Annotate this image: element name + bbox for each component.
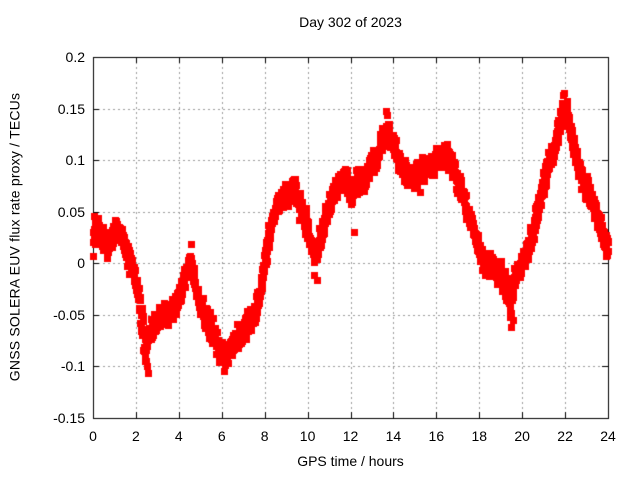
y-tick-label: 0.1 (65, 152, 85, 169)
x-tick-label: 12 (342, 428, 359, 444)
x-tick-label: 22 (557, 428, 573, 444)
x-tick-label: 10 (299, 428, 316, 444)
y-tick-label: -0.05 (53, 306, 85, 323)
x-tick-label: 6 (217, 428, 226, 444)
y-tick-label: -0.1 (60, 358, 85, 375)
x-tick-label: 18 (471, 428, 488, 444)
x-tick-label: 20 (514, 428, 530, 444)
x-tick-label: 14 (385, 428, 402, 444)
x-tick-label: 4 (174, 428, 183, 444)
x-axis-label: GPS time / hours (297, 453, 404, 469)
y-tick-label: 0.15 (57, 100, 85, 117)
y-tick-label: 0.05 (57, 203, 85, 220)
y-tick-label: 0.2 (65, 49, 85, 65)
y-tick-label: -0.15 (53, 410, 85, 426)
chart-title: Day 302 of 2023 (299, 14, 402, 30)
y-axis-label: GNSS SOLERA EUV flux rate proxy / TECUs (6, 92, 23, 382)
x-tick-label: 0 (89, 428, 97, 444)
x-tick-label: 16 (428, 428, 445, 444)
x-tick-label: 24 (600, 428, 616, 444)
x-tick-label: 8 (260, 428, 269, 444)
y-tick-label: 0 (77, 255, 85, 272)
x-tick-label: 2 (132, 428, 140, 444)
